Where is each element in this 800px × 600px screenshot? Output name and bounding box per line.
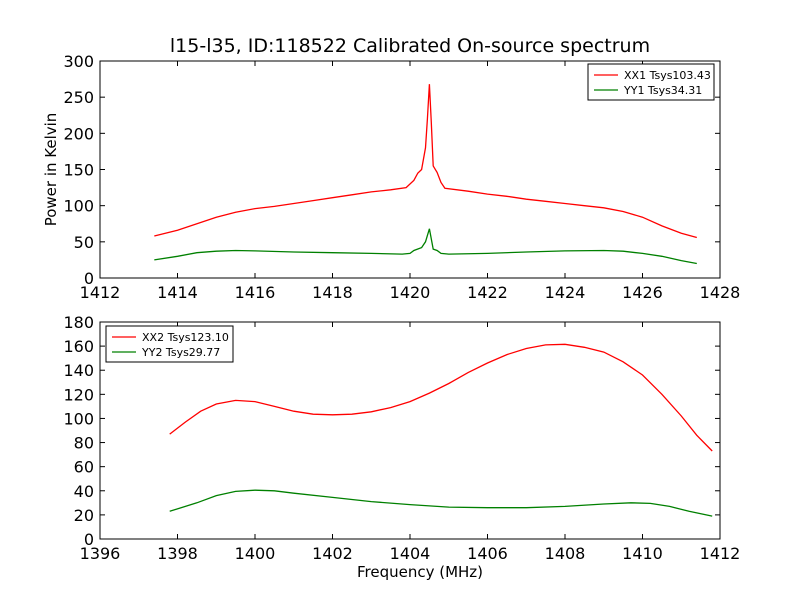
y-tick-label: 20 [74,506,94,525]
legend: XX2 Tsys123.10 YY2 Tsys29.77 [105,325,234,363]
y-tick-label: 120 [63,385,94,404]
x-tick-label: 1402 [312,544,353,563]
y-tick-label: 200 [63,124,94,143]
x-tick-label: 1406 [467,544,508,563]
y-tick-label: 0 [84,530,94,549]
legend-box [105,325,234,363]
y-axis-label: Power in Kelvin [42,113,60,227]
x-tick-label: 1424 [545,283,586,302]
x-tick-label: 1408 [545,544,586,563]
x-tick-label: 1428 [700,283,741,302]
legend: XX1 Tsys103.43 YY1 Tsys34.31 [587,63,715,101]
y-tick-label: 180 [63,313,94,332]
x-tick-label: 1400 [235,544,276,563]
y-tick-label: 150 [63,161,94,180]
y-tick-label: 300 [63,52,94,71]
top-chart-title: l15-l35, ID:118522 Calibrated On-source … [170,35,650,57]
x-tick-label: 1398 [157,544,198,563]
x-tick-label: 1422 [467,283,508,302]
y-tick-label: 160 [63,337,94,356]
bottom-spectrum-chart: 1396 1398 1400 1402 1404 1406 1408 1410 1412 0 20 4… [63,313,740,581]
legend-entry: YY1 Tsys34.31 [623,84,702,97]
y-tick-label: 100 [63,409,94,428]
x-tick-label: 1416 [235,283,276,302]
x-tick-label: 1418 [312,283,353,302]
x-tick-label: 1420 [390,283,431,302]
x-tick-label: 1396 [80,544,121,563]
y-tick-label: 0 [84,269,94,288]
top-spectrum-chart: 1412 1414 1416 1418 1420 1422 1424 1426 1428 0 50 1… [42,52,740,302]
y-tick-label: 60 [74,458,94,477]
y-tick-label: 80 [74,434,94,453]
y-tick-label: 140 [63,361,94,380]
legend-entry: XX1 Tsys103.43 [624,69,711,82]
y-tick-label: 50 [74,233,94,252]
x-tick-label: 1410 [622,544,663,563]
legend-box [587,63,715,101]
legend-entry: XX2 Tsys123.10 [142,331,229,344]
x-tick-label: 1414 [157,283,198,302]
series-line-2 [154,228,697,265]
series-line-2 [169,489,713,517]
x-tick-label: 1426 [622,283,663,302]
y-tick-label: 100 [63,197,94,216]
y-tick-label: 250 [63,88,94,107]
series-line-1 [154,84,697,239]
series-line-1 [169,343,713,452]
x-tick-label: 1412 [700,544,741,563]
x-tick-label: 1404 [390,544,431,563]
y-tick-label: 40 [74,482,94,501]
legend-entry: YY2 Tsys29.77 [141,346,220,359]
x-tick-label: 1412 [80,283,121,302]
x-axis-label: Frequency (MHz) [357,563,483,581]
